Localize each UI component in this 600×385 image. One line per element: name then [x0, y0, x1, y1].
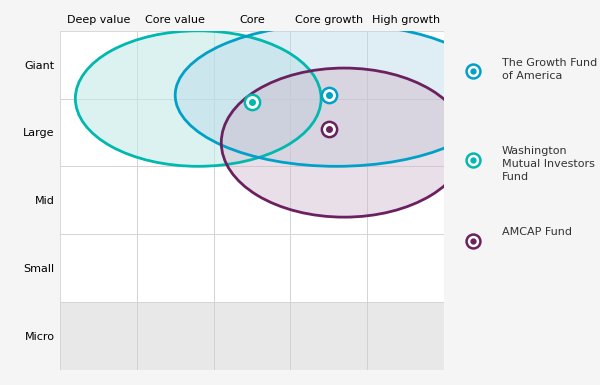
Bar [214, 166, 290, 234]
Bar [60, 31, 137, 99]
Bar [290, 302, 367, 370]
Bar [137, 234, 214, 302]
Bar [60, 302, 137, 370]
Bar [367, 302, 444, 370]
Bar [214, 99, 290, 166]
Bar [290, 31, 367, 99]
Bar [214, 234, 290, 302]
Bar [137, 99, 214, 166]
Bar [60, 99, 137, 166]
Text: AMCAP Fund: AMCAP Fund [502, 227, 572, 237]
Bar [367, 99, 444, 166]
Ellipse shape [175, 24, 498, 166]
Bar [290, 99, 367, 166]
Bar [60, 234, 137, 302]
Text: The Growth Fund
of America: The Growth Fund of America [502, 58, 598, 81]
Bar [60, 166, 137, 234]
Bar [367, 31, 444, 99]
Bar [137, 166, 214, 234]
Ellipse shape [221, 68, 467, 217]
Bar [290, 166, 367, 234]
Bar [137, 302, 214, 370]
Bar [367, 234, 444, 302]
Ellipse shape [76, 31, 321, 166]
Bar [137, 31, 214, 99]
Bar [214, 302, 290, 370]
Bar [367, 166, 444, 234]
Bar [290, 234, 367, 302]
Text: Washington
Mutual Investors
Fund: Washington Mutual Investors Fund [502, 146, 595, 182]
Bar [214, 31, 290, 99]
